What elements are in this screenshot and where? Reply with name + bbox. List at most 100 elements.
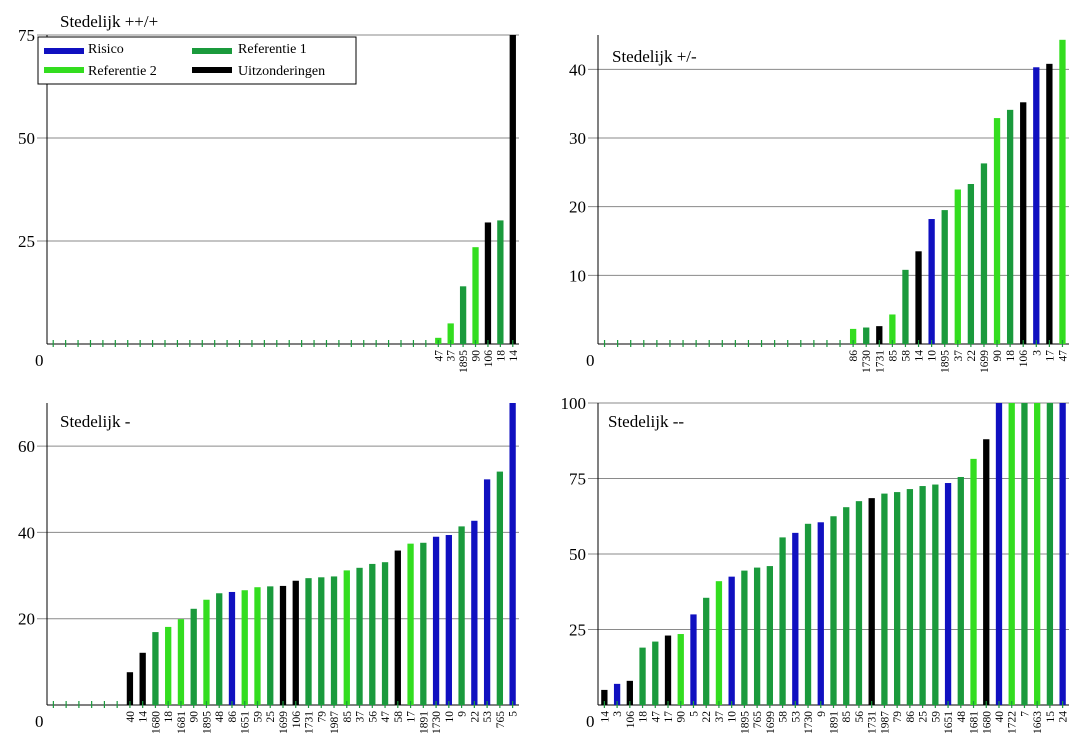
bar (843, 507, 850, 705)
x-tick-label: 1680 (981, 711, 993, 734)
legend-label: Referentie 1 (238, 42, 307, 57)
x-tick-label: 86 (848, 350, 860, 362)
bar (928, 219, 935, 344)
x-tick-label: 14 (599, 711, 611, 723)
y-tick-label: 60 (18, 437, 35, 456)
bar (849, 328, 857, 344)
bar (471, 520, 478, 705)
x-tick-label: 765 (752, 711, 764, 729)
bar (305, 578, 312, 705)
x-tick-label: 1699 (765, 711, 777, 734)
x-tick-label: 106 (291, 711, 303, 729)
bar (318, 577, 325, 705)
bar (919, 486, 926, 705)
x-tick-label: 1663 (1032, 711, 1044, 734)
x-tick-label: 47 (650, 711, 662, 723)
zero-label: 0 (586, 351, 595, 370)
bar (330, 576, 338, 705)
y-tick-label: 25 (18, 232, 35, 251)
x-tick-label: 25 (918, 711, 930, 723)
legend-swatch (44, 48, 84, 54)
x-tick-label: 53 (482, 711, 494, 723)
x-tick-label: 1681 (176, 711, 188, 734)
x-tick-label: 47 (433, 350, 445, 362)
x-tick-label: 58 (393, 711, 405, 723)
bar (779, 537, 786, 705)
x-tick-label: 1891 (829, 711, 841, 734)
x-tick-label: 17 (663, 711, 675, 723)
y-tick-label: 50 (569, 545, 586, 564)
bar (868, 498, 875, 705)
bar (902, 269, 909, 344)
bar (420, 542, 427, 705)
bar (804, 523, 812, 705)
x-tick-label: 1680 (150, 711, 162, 734)
x-tick-label: 10 (927, 350, 939, 362)
bar (1046, 403, 1054, 705)
bar (1059, 403, 1066, 705)
bar (484, 222, 492, 344)
bar (652, 641, 659, 705)
bar (432, 536, 440, 705)
bar (126, 672, 134, 705)
panel-title: Stedelijk - (60, 412, 131, 431)
y-tick-label: 10 (569, 266, 586, 285)
bar (139, 652, 146, 705)
bar (944, 483, 952, 705)
bar (980, 163, 988, 344)
x-tick-label: 15 (1045, 711, 1057, 723)
bar (664, 635, 672, 705)
x-tick-label: 1722 (1007, 711, 1019, 734)
legend-label: Uitzonderingen (238, 64, 325, 79)
bar (995, 403, 1003, 705)
bar (1008, 403, 1015, 705)
x-tick-label: 85 (887, 350, 899, 362)
bar (876, 326, 883, 344)
x-tick-label: 18 (638, 711, 650, 723)
x-tick-label: 90 (992, 350, 1004, 362)
x-tick-label: 90 (471, 350, 483, 362)
x-tick-label: 85 (841, 711, 853, 723)
bar (703, 597, 710, 705)
bar (830, 516, 837, 705)
x-tick-label: 765 (495, 711, 507, 729)
x-tick-label: 58 (778, 711, 790, 723)
bar (483, 479, 491, 705)
bar (626, 680, 633, 705)
bar (893, 492, 901, 705)
bar (613, 683, 621, 705)
x-tick-label: 1699 (979, 350, 991, 373)
bar (792, 532, 799, 705)
bar (766, 566, 774, 705)
y-tick-label: 50 (18, 129, 35, 148)
x-tick-label: 17 (1044, 350, 1056, 362)
x-tick-label: 90 (676, 711, 688, 723)
x-tick-label: 1895 (201, 711, 213, 734)
bar (241, 590, 248, 705)
x-tick-label: 79 (892, 711, 904, 723)
bar (677, 634, 684, 705)
x-tick-label: 48 (956, 711, 968, 723)
x-tick-label: 56 (854, 711, 866, 723)
bar (509, 403, 516, 705)
y-tick-label: 40 (569, 60, 586, 79)
legend-swatch (44, 67, 84, 73)
zero-label: 0 (586, 712, 595, 731)
bar (863, 327, 870, 344)
y-tick-label: 25 (569, 621, 586, 640)
x-tick-label: 5 (688, 711, 700, 717)
x-tick-label: 3 (612, 711, 624, 717)
bar (741, 570, 748, 705)
x-tick-label: 106 (1018, 350, 1030, 368)
y-tick-label: 75 (18, 26, 35, 45)
x-tick-label: 47 (1057, 350, 1069, 362)
bar (639, 647, 646, 705)
panel-title: Stedelijk +/- (612, 47, 697, 66)
x-tick-label: 37 (714, 711, 726, 723)
x-tick-label: 40 (125, 711, 137, 723)
x-tick-label: 18 (1005, 350, 1017, 362)
x-tick-label: 7 (1019, 711, 1031, 717)
bar (715, 581, 723, 705)
